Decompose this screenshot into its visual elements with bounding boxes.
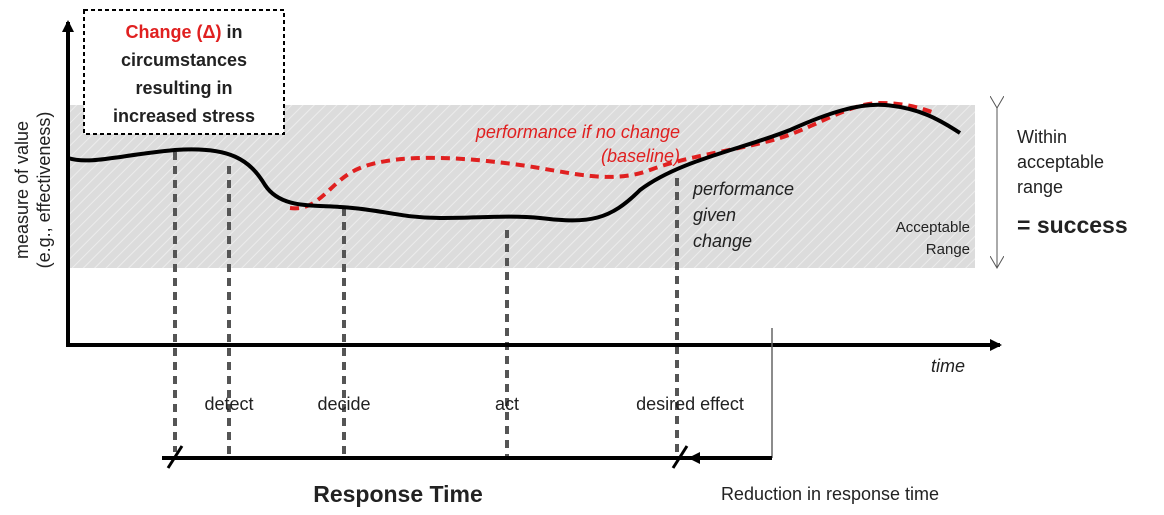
stress-box: [83, 9, 285, 135]
baseline-label: performance if no change: [475, 122, 680, 142]
box-line: circumstances: [121, 50, 247, 70]
tick: [166, 445, 184, 469]
step-label: decide: [317, 394, 370, 414]
step-label: act: [495, 394, 519, 414]
box-title: Change (Δ) in: [126, 22, 243, 42]
baseline-curve: [289, 100, 936, 211]
step-label: detect: [204, 394, 253, 414]
range-label: Range: [926, 241, 970, 258]
box-highlight: Change (Δ): [126, 22, 222, 42]
y-axis-label: (e.g., effectiveness): [34, 112, 54, 269]
tick: [671, 445, 689, 469]
box-rest: in: [226, 22, 242, 42]
given-label: given: [693, 205, 736, 225]
success-label: Within: [1017, 127, 1067, 147]
step-label: desired effect: [636, 394, 744, 414]
success-label: acceptable: [1017, 152, 1104, 172]
performance-curve: [67, 102, 962, 223]
baseline-label: (baseline): [601, 146, 680, 166]
success-label: = success: [1017, 212, 1128, 238]
range-label: Acceptable: [896, 219, 970, 236]
given-label: change: [693, 231, 752, 251]
success-label: range: [1017, 177, 1063, 197]
response-time-label: Response Time: [313, 481, 483, 507]
y-axis-label: measure of value: [12, 121, 32, 259]
x-axis-label: time: [931, 356, 965, 376]
box-line: increased stress: [113, 106, 255, 126]
reduction-label: Reduction in response time: [721, 484, 939, 504]
box-line: resulting in: [135, 78, 232, 98]
given-label: performance: [692, 179, 794, 199]
